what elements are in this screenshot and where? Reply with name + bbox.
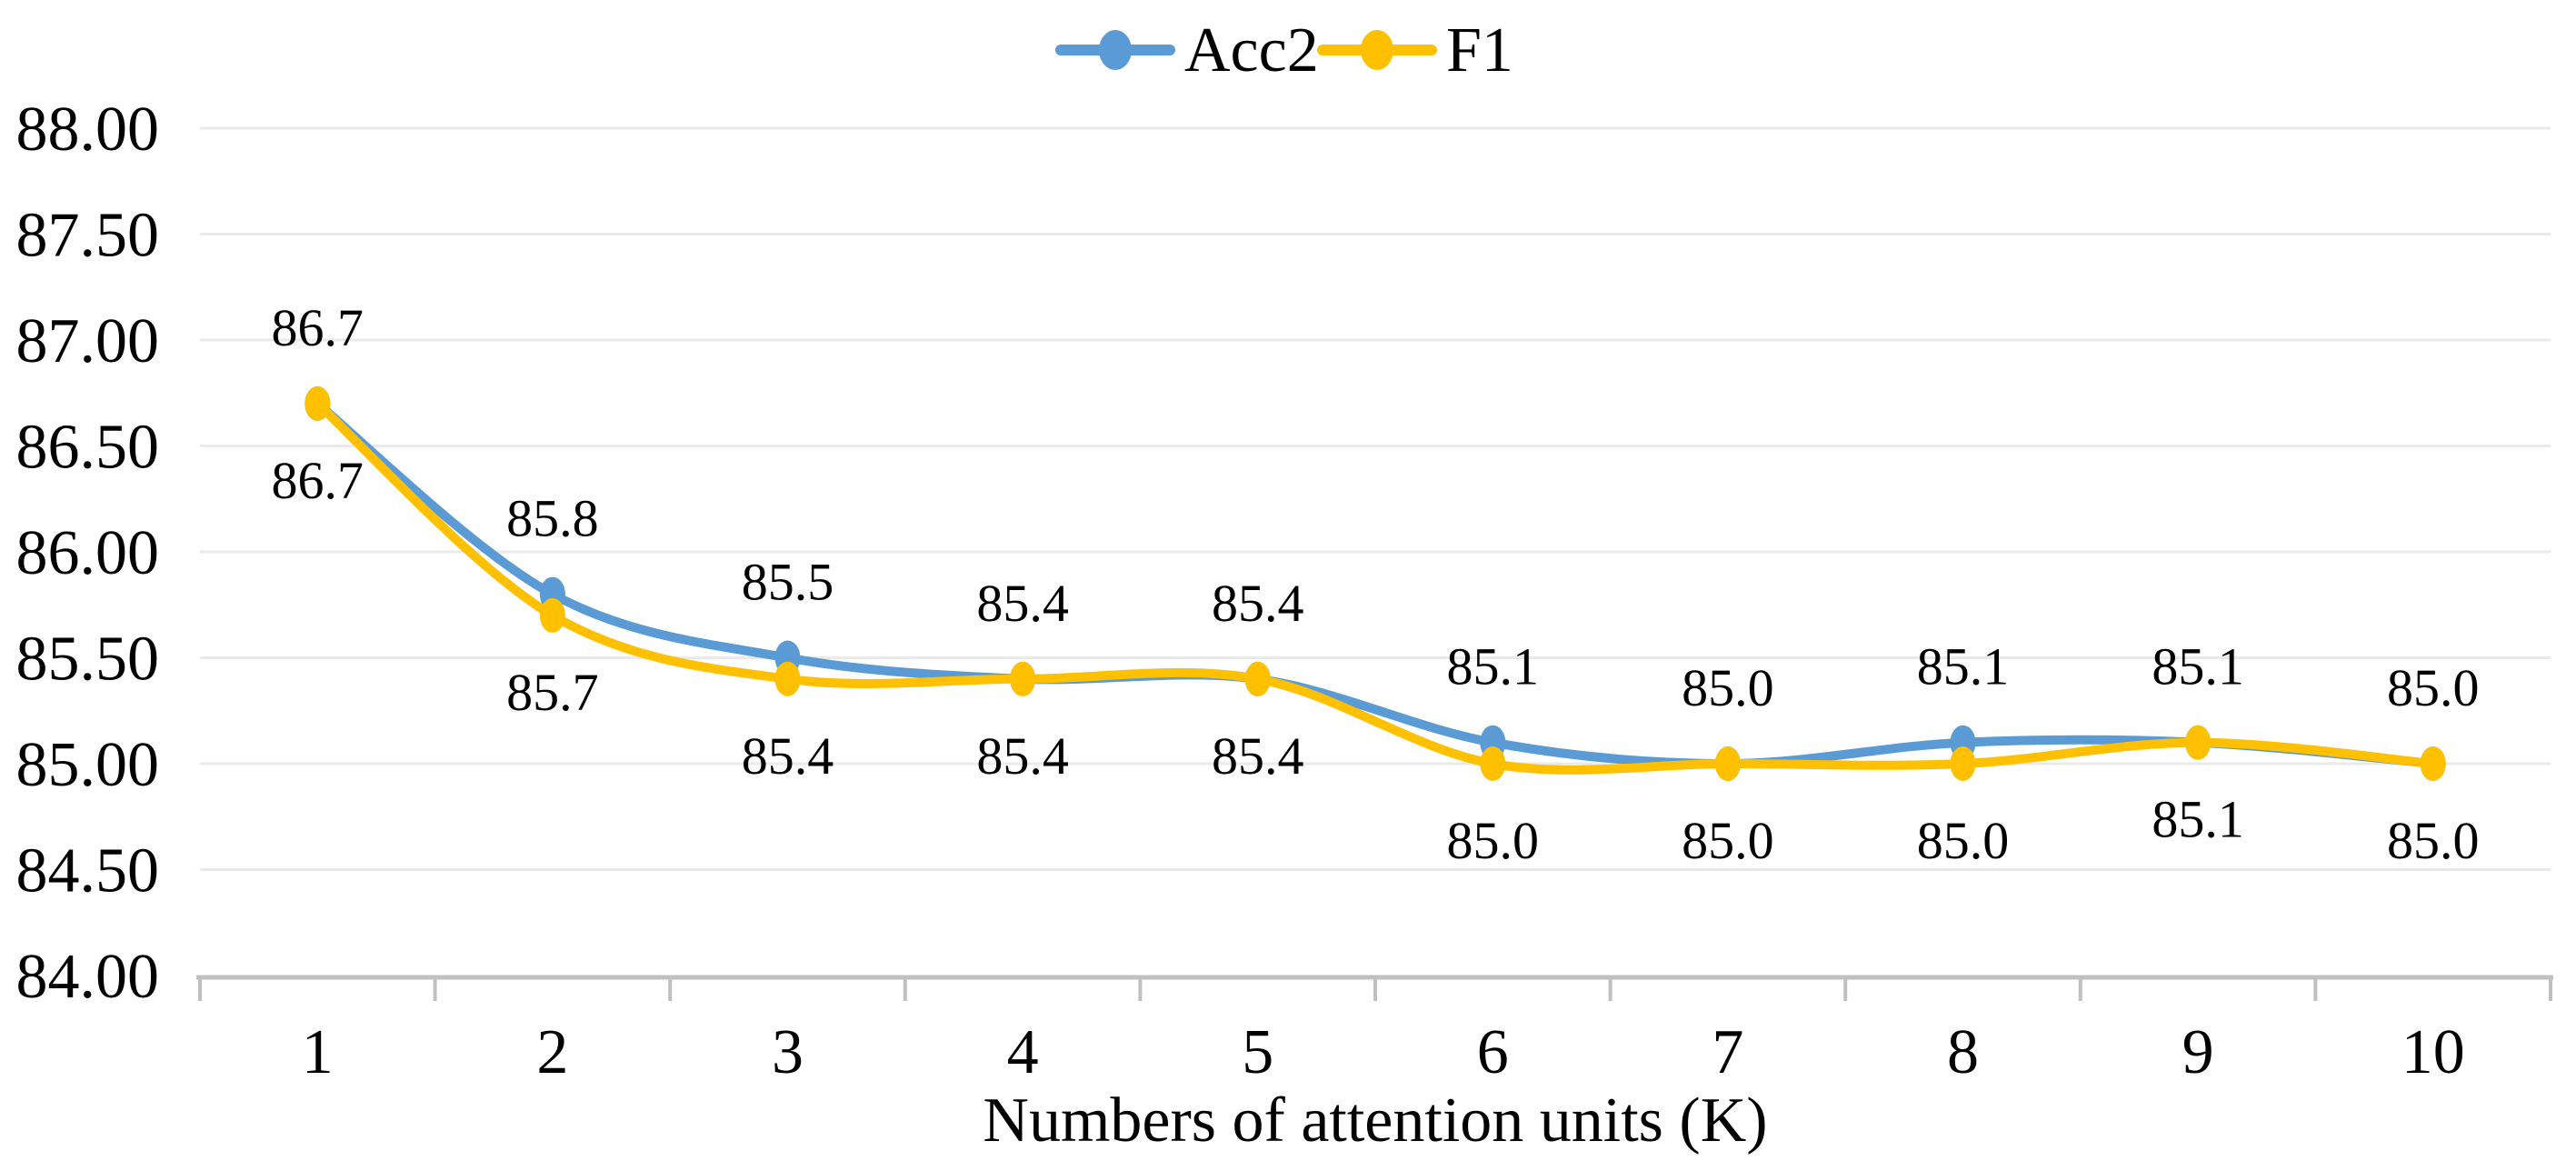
data-label-f1: 85.0 <box>1682 811 1774 870</box>
y-tick-label: 87.50 <box>16 201 160 271</box>
legend-marker-f1-icon <box>1361 30 1393 70</box>
data-point-marker-f1 <box>774 661 801 696</box>
y-tick-label: 84.00 <box>16 942 160 1012</box>
data-label-f1: 85.0 <box>1917 811 2010 870</box>
data-label-f1: 85.1 <box>2152 790 2244 849</box>
data-label-acc2: 85.0 <box>1682 658 1774 717</box>
x-tick-label: 10 <box>2401 1017 2465 1087</box>
data-label-acc2: 86.7 <box>272 298 364 357</box>
data-point-marker-f1 <box>1950 746 1976 781</box>
data-label-f1: 85.0 <box>1447 811 1540 870</box>
x-tick-label: 6 <box>1477 1017 1509 1087</box>
legend-label-f1: F1 <box>1446 15 1513 85</box>
x-axis <box>196 975 2553 1001</box>
data-label-acc2: 85.0 <box>2387 658 2480 717</box>
data-label-f1: 85.4 <box>1212 726 1304 786</box>
data-point-marker-f1 <box>2185 725 2212 760</box>
data-point-marker-f1 <box>2420 746 2446 781</box>
x-tick-label: 9 <box>2182 1017 2214 1087</box>
data-point-marker-f1 <box>1244 661 1271 696</box>
x-tick-label: 7 <box>1712 1017 1743 1087</box>
legend-item-acc2: Acc2 <box>1055 15 1319 85</box>
legend-marker-acc2-icon <box>1099 30 1132 70</box>
data-label-acc2: 85.5 <box>742 553 834 612</box>
x-tick-label: 5 <box>1242 1017 1273 1087</box>
series-line-acc2 <box>313 398 2438 769</box>
data-point-marker-f1 <box>305 385 331 421</box>
x-axis-title: Numbers of attention units (K) <box>983 1086 1767 1156</box>
data-label-f1: 85.4 <box>742 726 834 786</box>
chart-legend: Acc2 F1 <box>1055 15 1513 85</box>
x-tick-label: 2 <box>536 1017 568 1087</box>
data-label-acc2: 85.4 <box>1212 574 1304 633</box>
legend-item-f1: F1 <box>1317 15 1513 85</box>
x-tick-label: 1 <box>302 1017 334 1087</box>
y-tick-label: 86.50 <box>16 413 160 483</box>
data-labels: 86.7 85.8 85.5 85.4 85.4 85.1 85.0 85.1 85.1 85.0… <box>272 298 2480 870</box>
y-tick-labels: 84.00 84.50 85.00 85.50 86.00 86.50 87.00 87.50… <box>16 95 160 1012</box>
data-point-marker-f1 <box>539 597 565 633</box>
y-tick-label: 88.00 <box>16 95 160 165</box>
data-label-f1: 85.0 <box>2387 811 2480 870</box>
data-label-f1: 85.4 <box>976 726 1069 786</box>
y-tick-label: 87.00 <box>16 306 160 376</box>
x-tick-label: 3 <box>772 1017 804 1087</box>
series-lines <box>305 385 2446 781</box>
x-tick-label: 8 <box>1947 1017 1979 1087</box>
data-point-marker-f1 <box>1010 661 1036 696</box>
data-label-f1: 85.7 <box>506 663 599 722</box>
x-tick-labels: 1 2 3 4 5 6 7 8 9 10 <box>302 1017 2465 1087</box>
gridlines <box>200 126 2551 871</box>
series-line-f1 <box>313 398 2438 775</box>
x-tick-label: 4 <box>1007 1017 1039 1087</box>
y-tick-label: 85.50 <box>16 625 160 695</box>
y-tick-label: 85.00 <box>16 730 160 800</box>
data-point-marker-f1 <box>1714 746 1741 781</box>
data-point-marker-f1 <box>1480 746 1506 781</box>
data-label-acc2: 85.1 <box>1917 637 2010 696</box>
data-label-acc2: 85.1 <box>2152 637 2244 696</box>
y-tick-label: 86.00 <box>16 518 160 588</box>
data-label-f1: 86.7 <box>272 451 364 510</box>
data-label-acc2: 85.4 <box>976 574 1069 633</box>
legend-label-acc2: Acc2 <box>1184 15 1319 85</box>
data-label-acc2: 85.8 <box>506 489 599 548</box>
data-label-acc2: 85.1 <box>1447 637 1540 696</box>
y-tick-label: 84.50 <box>16 836 160 906</box>
